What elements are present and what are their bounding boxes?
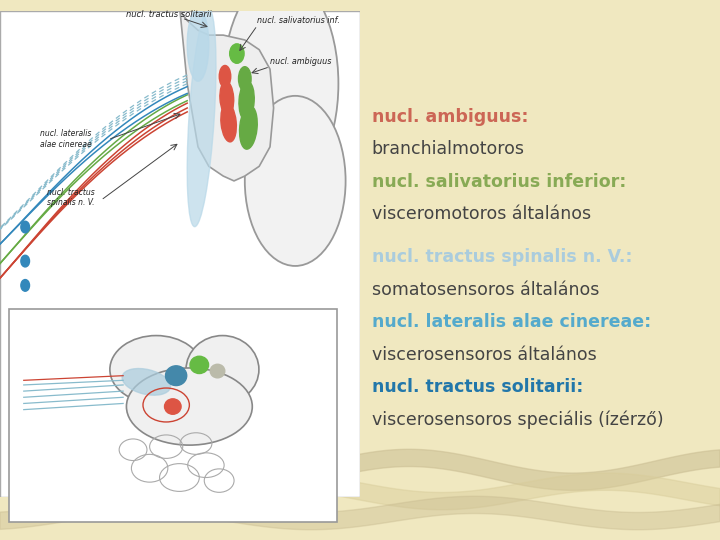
- Text: nucl. salivatorius inferior:: nucl. salivatorius inferior:: [372, 173, 626, 191]
- Polygon shape: [180, 11, 274, 181]
- Text: nucl. tractus spinalis n. V.:: nucl. tractus spinalis n. V.:: [372, 248, 632, 266]
- Ellipse shape: [220, 82, 234, 115]
- Ellipse shape: [122, 368, 171, 395]
- FancyBboxPatch shape: [9, 309, 337, 522]
- Text: nucl. ambiguus:: nucl. ambiguus:: [372, 108, 528, 126]
- Circle shape: [21, 221, 30, 233]
- Text: nucl. lateralis alae cinereae:: nucl. lateralis alae cinereae:: [372, 313, 651, 331]
- Circle shape: [166, 366, 186, 386]
- Ellipse shape: [223, 0, 338, 193]
- Ellipse shape: [187, 9, 216, 227]
- Circle shape: [21, 255, 30, 267]
- Text: nucl. tractus
spinalis n. V.: nucl. tractus spinalis n. V.: [47, 188, 94, 207]
- Text: viscerosensoros speciális (ízérző): viscerosensoros speciális (ízérző): [372, 410, 663, 429]
- Text: visceromotoros általános: visceromotoros általános: [372, 205, 591, 223]
- Circle shape: [21, 280, 30, 291]
- Circle shape: [210, 364, 225, 378]
- Text: viscerosensoros általános: viscerosensoros általános: [372, 346, 597, 363]
- Ellipse shape: [221, 103, 236, 142]
- Text: nucl. tractus solitarii: nucl. tractus solitarii: [127, 10, 212, 19]
- Ellipse shape: [239, 82, 254, 120]
- Ellipse shape: [238, 66, 251, 91]
- Ellipse shape: [240, 106, 257, 149]
- Text: branchialmotoros: branchialmotoros: [372, 140, 525, 158]
- Text: somatosensoros általános: somatosensoros általános: [372, 281, 599, 299]
- Text: nucl. lateralis
alae cinereae: nucl. lateralis alae cinereae: [40, 130, 91, 149]
- Circle shape: [165, 399, 181, 414]
- Ellipse shape: [110, 335, 202, 403]
- Ellipse shape: [245, 96, 346, 266]
- Ellipse shape: [187, 8, 209, 81]
- Circle shape: [230, 44, 244, 63]
- Ellipse shape: [186, 335, 259, 403]
- Ellipse shape: [220, 65, 230, 87]
- Text: nucl. ambiguus: nucl. ambiguus: [270, 57, 331, 66]
- Text: nucl. tractus solitarii:: nucl. tractus solitarii:: [372, 378, 583, 396]
- Text: nucl. salivatorius inf.: nucl. salivatorius inf.: [258, 16, 341, 25]
- Ellipse shape: [127, 368, 252, 445]
- Circle shape: [190, 356, 209, 374]
- FancyBboxPatch shape: [0, 11, 360, 497]
